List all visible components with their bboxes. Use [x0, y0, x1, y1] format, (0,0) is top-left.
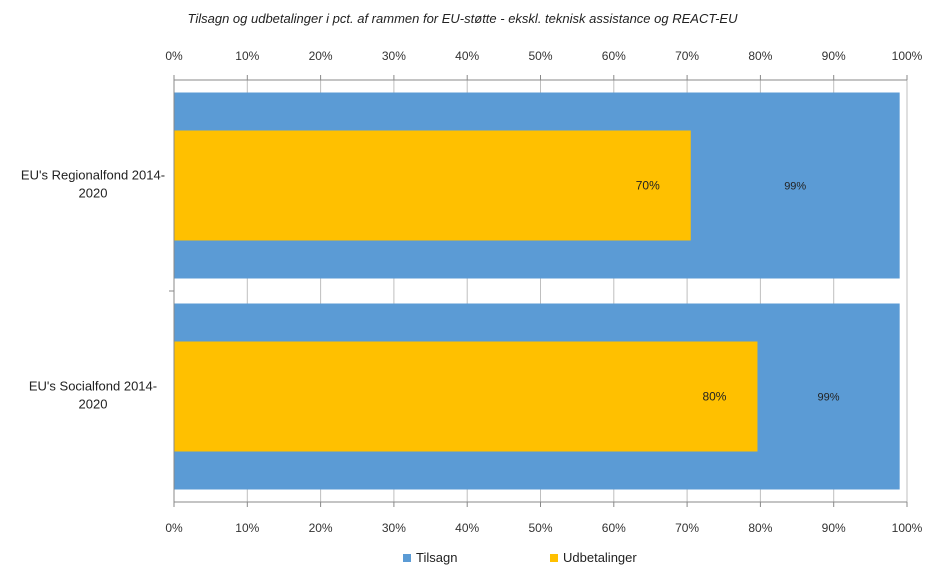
y-category-label: EU's Socialfond 2014-: [29, 379, 157, 394]
bar-udbetalinger: [174, 130, 691, 241]
x-tick-label-bottom: 20%: [309, 521, 333, 535]
x-tick-label-bottom: 80%: [748, 521, 772, 535]
x-tick-label-top: 0%: [165, 49, 183, 63]
x-tick-label-top: 30%: [382, 49, 406, 63]
legend-label-tilsagn: Tilsagn: [416, 550, 458, 565]
data-label-tilsagn: 99%: [784, 181, 806, 193]
x-tick-label-top: 60%: [602, 49, 626, 63]
data-label-udbetalinger: 80%: [702, 390, 726, 404]
bar-udbetalinger: [174, 341, 758, 452]
x-tick-label-top: 80%: [748, 49, 772, 63]
x-tick-label-top: 40%: [455, 49, 479, 63]
x-tick-label-top: 50%: [528, 49, 552, 63]
x-tick-label-top: 10%: [235, 49, 259, 63]
x-tick-label-bottom: 60%: [602, 521, 626, 535]
x-tick-label-bottom: 50%: [528, 521, 552, 535]
x-tick-label-top: 90%: [822, 49, 846, 63]
y-category-label: 2020: [79, 397, 108, 412]
chart-title: Tilsagn og udbetalinger i pct. af rammen…: [187, 11, 738, 26]
x-tick-label-top: 100%: [892, 49, 923, 63]
x-tick-label-bottom: 90%: [822, 521, 846, 535]
legend-item-udbetalinger: Udbetalinger: [550, 550, 637, 565]
data-label-tilsagn: 99%: [818, 392, 840, 404]
x-tick-label-bottom: 30%: [382, 521, 406, 535]
y-category-label: 2020: [79, 186, 108, 201]
data-label-udbetalinger: 70%: [636, 179, 660, 193]
x-tick-label-bottom: 10%: [235, 521, 259, 535]
legend-swatch-udbetalinger: [550, 553, 558, 562]
x-tick-label-top: 70%: [675, 49, 699, 63]
x-tick-label-bottom: 100%: [892, 521, 923, 535]
x-tick-label-bottom: 70%: [675, 521, 699, 535]
legend-item-tilsagn: Tilsagn: [403, 550, 457, 565]
x-tick-label-top: 20%: [309, 49, 333, 63]
x-tick-label-bottom: 40%: [455, 521, 479, 535]
y-category-label: EU's Regionalfond 2014-: [21, 168, 165, 183]
chart-legend: Tilsagn Udbetalinger: [0, 550, 925, 566]
legend-swatch-tilsagn: [403, 553, 411, 562]
x-tick-label-bottom: 0%: [165, 521, 183, 535]
legend-label-udbetalinger: Udbetalinger: [563, 550, 637, 565]
